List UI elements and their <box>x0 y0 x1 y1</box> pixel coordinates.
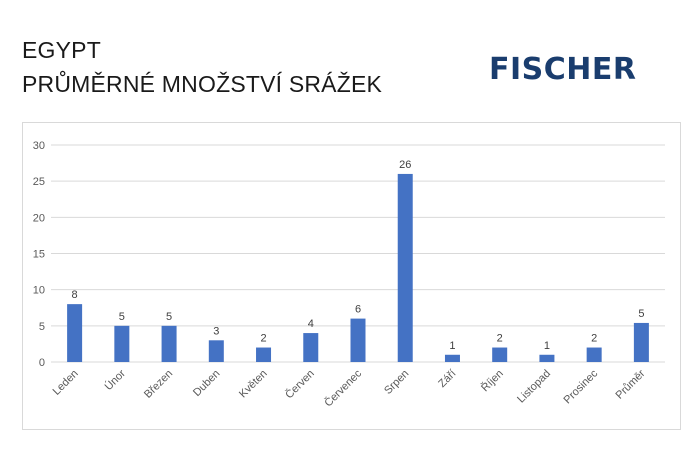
chart-title: EGYPT PRŮMĚRNÉ MNOŽSTVÍ SRÁŽEK <box>22 33 382 101</box>
bar <box>303 333 319 362</box>
data-label: 2 <box>260 333 266 345</box>
bar <box>539 354 555 362</box>
x-tick-label: Březen <box>142 368 175 401</box>
bar <box>350 318 366 362</box>
data-label: 26 <box>399 159 411 171</box>
data-label: 8 <box>72 289 78 301</box>
data-label: 3 <box>213 325 219 337</box>
data-label: 2 <box>497 333 503 345</box>
x-tick-label: Prosinec <box>562 367 601 406</box>
bar <box>114 325 130 362</box>
y-tick-label: 5 <box>39 321 45 333</box>
x-tick-label: Říjen <box>478 367 505 394</box>
x-tick-label: Květen <box>237 368 270 401</box>
title-line-country: EGYPT <box>22 37 101 63</box>
bar <box>444 354 460 362</box>
bar <box>586 347 602 362</box>
data-label: 4 <box>308 318 314 330</box>
y-tick-label: 25 <box>33 176 45 188</box>
bar <box>256 347 272 362</box>
x-tick-label: Únor <box>102 367 128 393</box>
bar <box>208 340 224 362</box>
x-tick-label: Září <box>436 368 458 390</box>
y-tick-label: 15 <box>33 249 45 261</box>
data-label: 6 <box>355 304 361 316</box>
x-tick-label: Leden <box>51 368 81 398</box>
x-tick-label: Červenec <box>322 367 365 410</box>
bar <box>67 304 83 362</box>
brand-logo: FISCHER <box>489 52 637 87</box>
data-label: 1 <box>544 340 550 352</box>
y-tick-label: 20 <box>33 212 45 224</box>
data-label: 5 <box>638 308 644 320</box>
x-tick-label: Průměr <box>614 367 648 401</box>
data-label: 5 <box>166 311 172 323</box>
y-tick-label: 30 <box>33 140 45 152</box>
x-tick-label: Duben <box>191 368 222 399</box>
x-tick-label: Listopad <box>515 368 553 406</box>
bar <box>633 322 649 362</box>
x-tick-label: Srpen <box>382 368 411 397</box>
x-tick-label: Červen <box>283 367 317 401</box>
title-line-subtitle: PRŮMĚRNÉ MNOŽSTVÍ SRÁŽEK <box>22 71 383 97</box>
y-tick-label: 10 <box>33 285 45 297</box>
bar-chart: 0510152025308Leden5Únor5Březen3Duben2Kvě… <box>33 140 665 410</box>
data-label: 1 <box>449 340 455 352</box>
bar <box>397 173 413 362</box>
data-label: 5 <box>119 311 125 323</box>
bar <box>492 347 508 362</box>
bar <box>161 325 177 362</box>
data-label: 2 <box>591 333 597 345</box>
y-tick-label: 0 <box>39 357 45 369</box>
chart-area: 0 5 10 15 20 25 30 8 Leden 5 Únor 5 Březen 3 Duben 2 Kvě… <box>22 122 681 430</box>
